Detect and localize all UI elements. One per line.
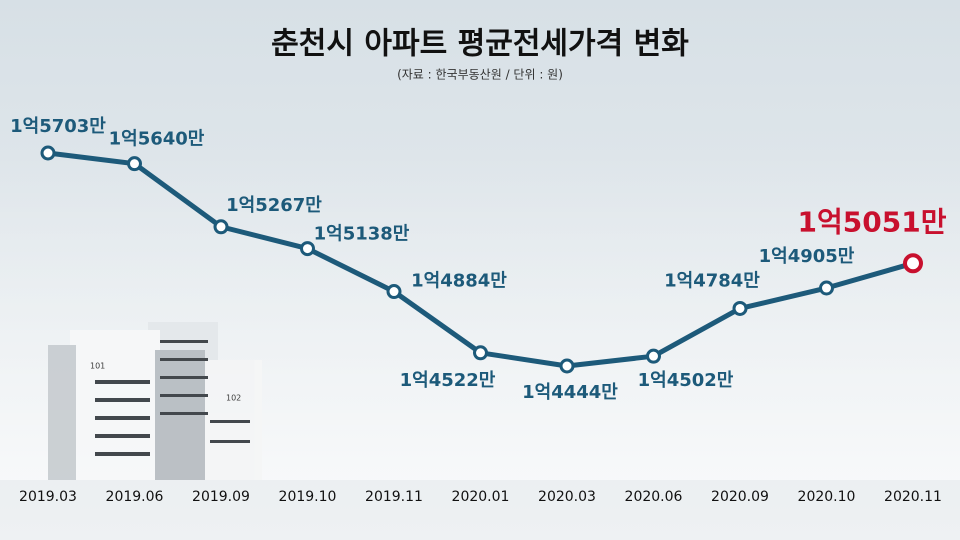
x-tick-label: 2019.09 (192, 489, 250, 505)
value-label: 1억4444만 (522, 382, 618, 403)
x-tick-label: 2020.10 (798, 489, 856, 505)
building-label: 102 (226, 394, 241, 403)
value-label: 1억4905만 (759, 246, 855, 267)
point (646, 348, 661, 364)
point (819, 280, 834, 296)
point (40, 145, 56, 161)
value-label: 1억5703만 (10, 116, 106, 137)
point (559, 358, 575, 374)
point (213, 219, 229, 235)
value-label: 1억5267만 (226, 195, 322, 216)
value-label: 1억4884만 (411, 271, 507, 292)
value-label: 1억4522만 (400, 370, 496, 391)
point (732, 300, 748, 316)
x-tick-label: 2019.10 (279, 489, 337, 505)
x-tick-label: 2020.09 (711, 489, 769, 505)
highlight-value-label: 1억5051만 (798, 205, 947, 238)
value-label: 1억5138만 (314, 224, 410, 245)
point (127, 156, 142, 172)
point (473, 345, 488, 361)
building-illustration: 101 102 (48, 322, 262, 480)
highlight-point (903, 253, 923, 274)
x-tick-label: 2020.03 (538, 489, 596, 505)
x-tick-label: 2019.06 (106, 489, 164, 505)
building-label: 101 (90, 362, 105, 371)
x-tick-label: 2019.03 (19, 489, 77, 505)
value-label: 1억5640만 (109, 129, 205, 150)
x-tick-label: 2020.01 (452, 489, 510, 505)
x-tick-label: 2019.11 (365, 489, 423, 505)
value-label: 1억4502만 (638, 370, 734, 391)
point (386, 284, 402, 300)
x-tick-label: 2020.06 (625, 489, 683, 505)
x-tick-label: 2020.11 (884, 489, 942, 505)
chart-subtitle: (자료 : 한국부동산원 / 단위 : 원) (397, 68, 563, 82)
value-label: 1억4784만 (664, 270, 760, 291)
chart-title: 춘천시 아파트 평균전세가격 변화 (271, 27, 689, 62)
point (300, 241, 315, 257)
